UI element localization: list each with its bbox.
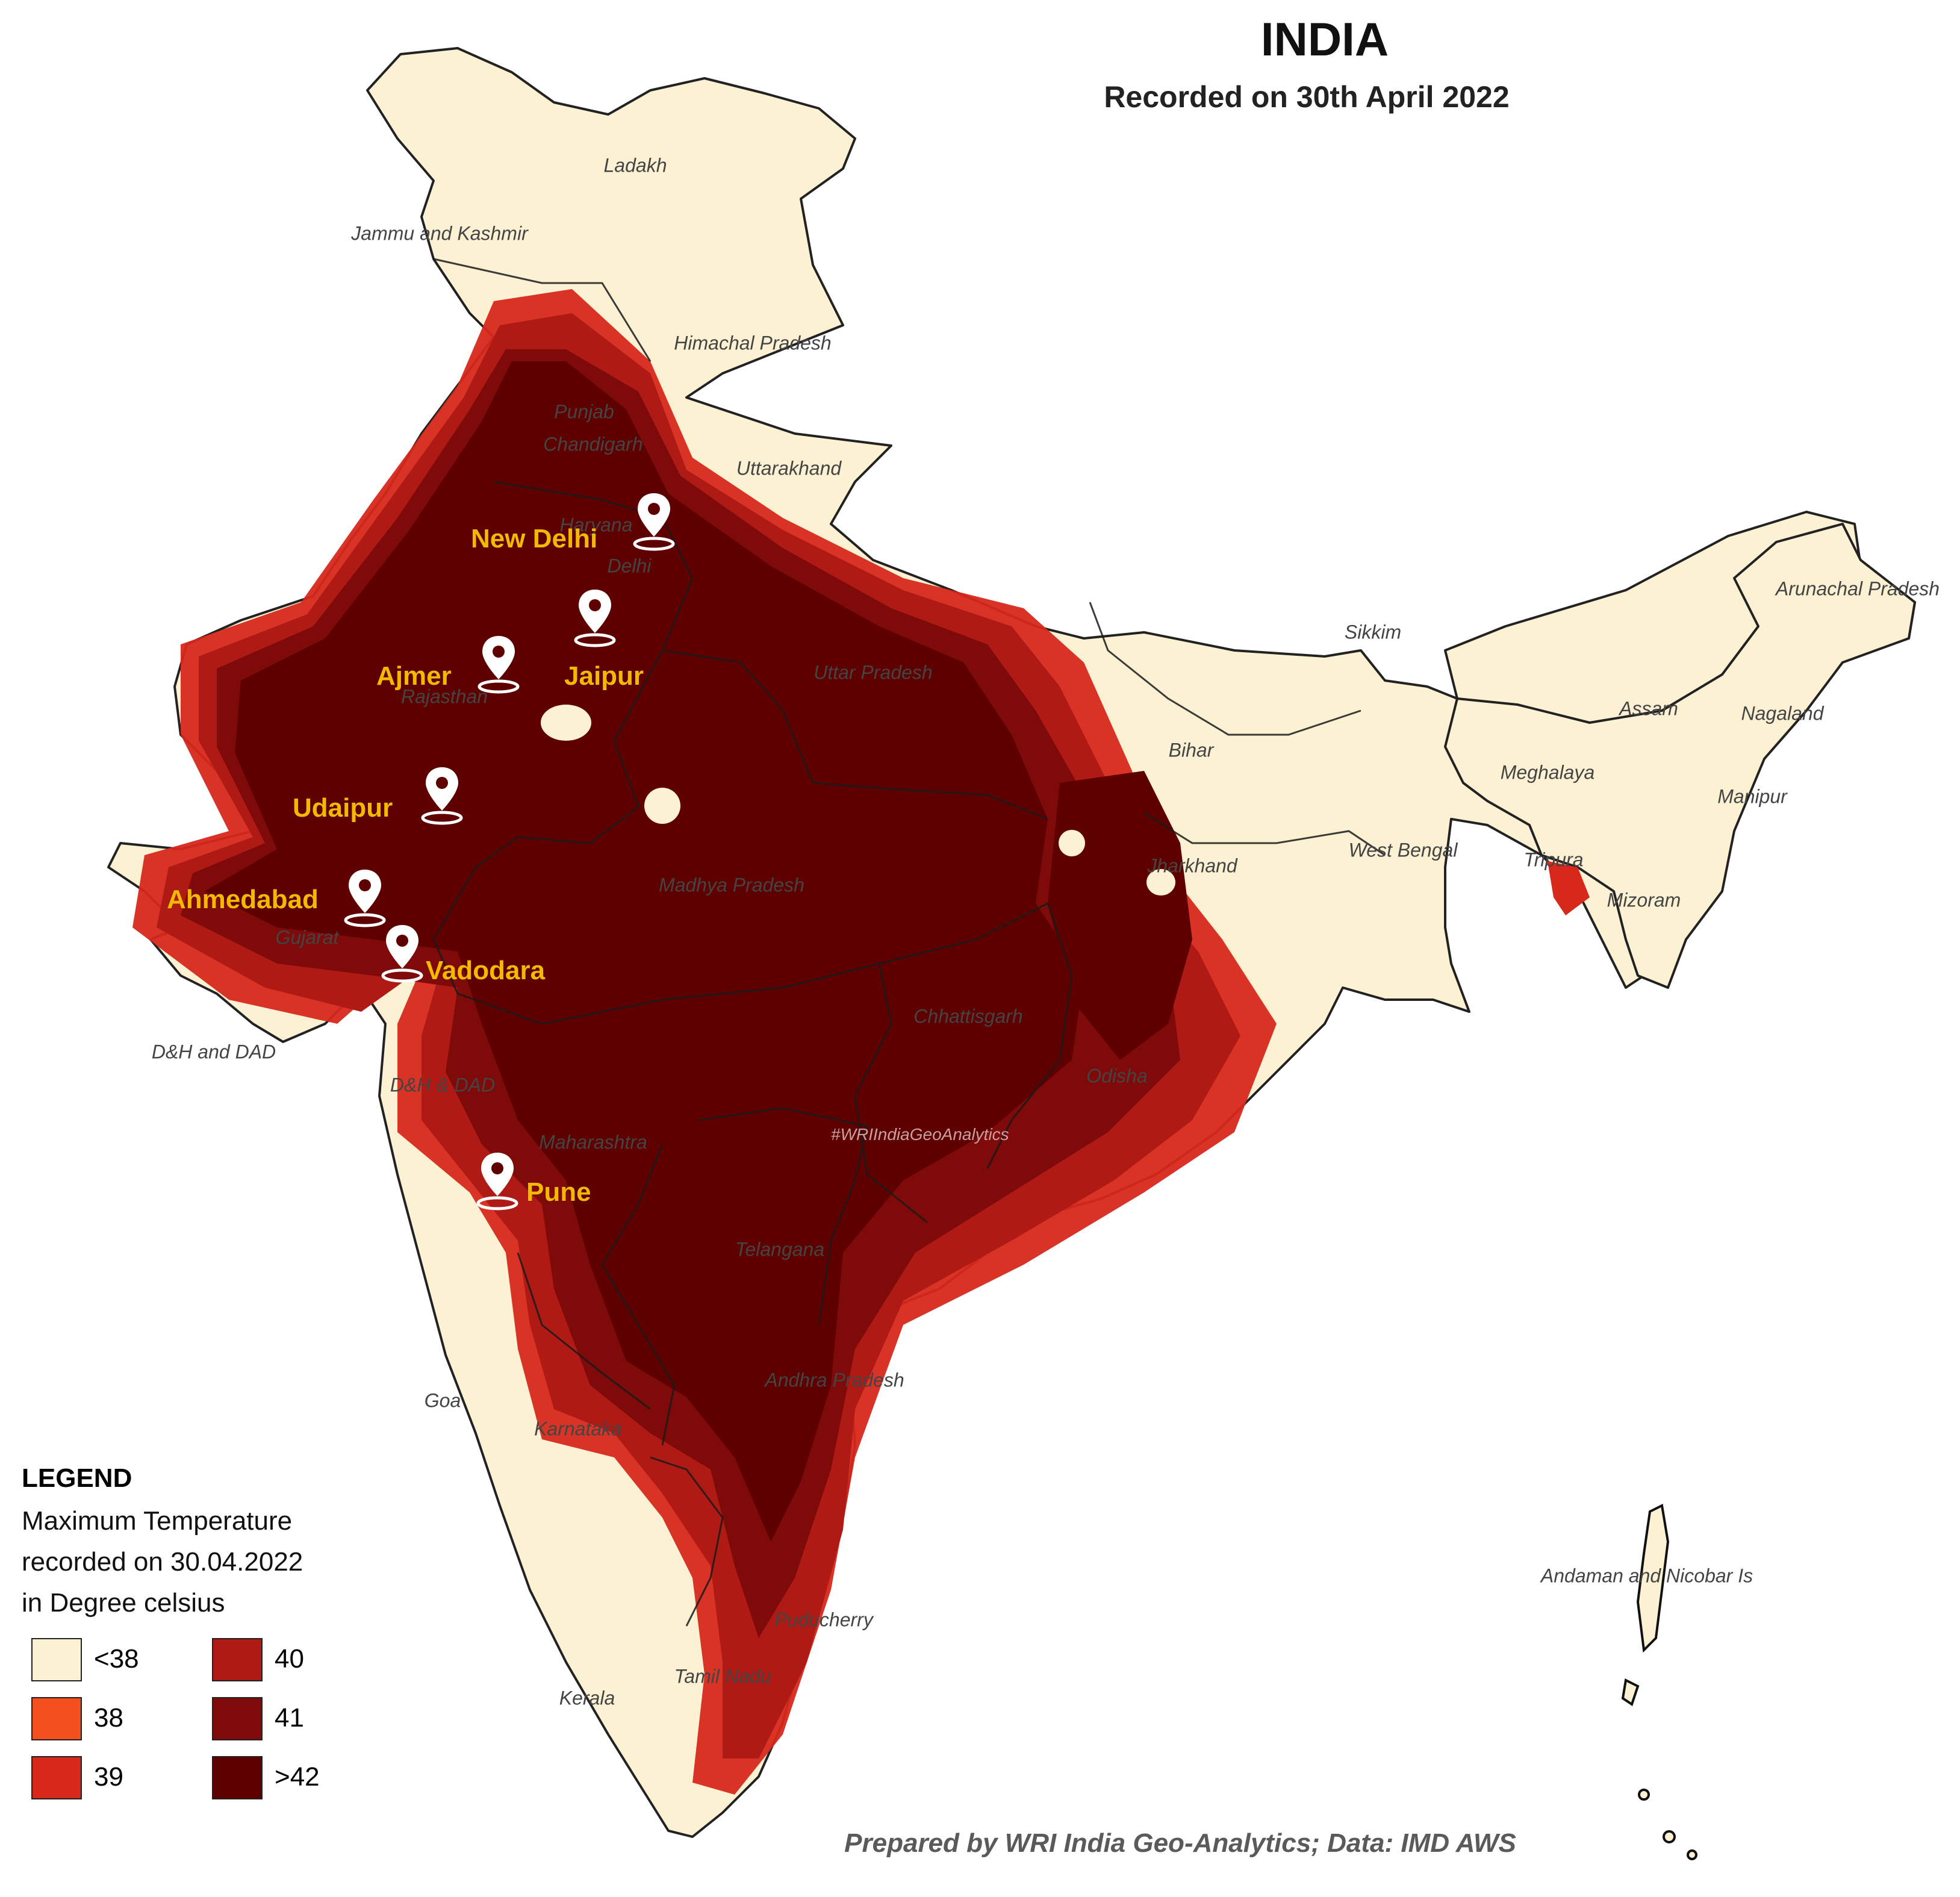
andaman-island-south [1621, 1678, 1640, 1707]
legend-desc-line-3: in Degree celsius [22, 1588, 225, 1618]
legend-desc-line-1: Maximum Temperature [22, 1506, 293, 1536]
location-pin-icon [381, 925, 423, 983]
state-label-odisha: Odisha [1086, 1065, 1148, 1087]
state-label-gujarat: Gujarat [275, 926, 339, 948]
legend-title: LEGEND [22, 1463, 132, 1493]
legend-swatch [212, 1756, 263, 1799]
state-label-himachal: Himachal Pradesh [674, 332, 832, 354]
map-subtitle: Recorded on 30th April 2022 [1104, 80, 1510, 114]
state-label-ladakh: Ladakh [603, 154, 667, 176]
map-title: INDIA [1260, 13, 1389, 66]
andaman-nicobar-islands [1621, 1504, 1697, 1860]
state-label-jharkhand: Jharkhand [1147, 855, 1237, 877]
legend-swatch [31, 1638, 82, 1681]
state-label-madhya-pradesh: Madhya Pradesh [659, 874, 804, 896]
cool-pockets [541, 705, 1175, 896]
state-label-sikkim: Sikkim [1344, 621, 1402, 643]
city-label-new-delhi: New Delhi [471, 524, 598, 553]
state-label-meghalaya: Meghalaya [1500, 761, 1595, 783]
state-label-dh-dad-1: D&H and DAD [151, 1041, 276, 1063]
border-line-7 [698, 1107, 868, 1325]
state-label-uttar-pradesh: Uttar Pradesh [814, 661, 933, 684]
state-label-arunachal: Arunachal Pradesh [1775, 578, 1940, 600]
andaman-island-main [1636, 1504, 1670, 1653]
northeast-outline [1444, 523, 1916, 989]
state-label-delhi: Delhi [607, 555, 652, 577]
state-label-maharashtra: Maharashtra [539, 1131, 647, 1153]
state-label-tripura: Tripura [1523, 849, 1584, 871]
state-label-dh-dad-2: D&H & DAD [390, 1074, 496, 1096]
state-label-puducherry: Puducherry [774, 1609, 873, 1631]
location-pin-icon [633, 493, 675, 551]
legend-label: >42 [275, 1762, 320, 1792]
state-label-assam: Assam [1619, 697, 1678, 720]
cool-pocket-4 [1059, 830, 1085, 856]
border-line-5 [854, 963, 928, 1224]
state-label-west-bengal: West Bengal [1348, 839, 1458, 861]
state-label-chhattisgarh: Chhattisgarh [913, 1005, 1023, 1027]
city-label-jaipur: Jaipur [564, 661, 644, 691]
state-label-punjab: Punjab [554, 400, 614, 423]
state-label-nagaland: Nagaland [1741, 702, 1824, 724]
credit-line: Prepared by WRI India Geo-Analytics; Dat… [844, 1828, 1516, 1858]
border-line-3 [662, 649, 1048, 820]
state-label-tamil-nadu: Tamil Nadu [674, 1665, 771, 1687]
location-pin-icon [478, 636, 520, 694]
nicobar-island-1 [1638, 1789, 1650, 1801]
border-line-9 [517, 1252, 651, 1410]
state-label-uttarakhand: Uttarakhand [736, 457, 842, 479]
city-label-ajmer: Ajmer [376, 661, 452, 691]
state-label-chandigarh: Chandigarh [543, 433, 643, 455]
legend-swatch [31, 1697, 82, 1740]
state-label-rajasthan: Rajasthan [400, 685, 488, 708]
legend-label: 40 [275, 1644, 304, 1674]
legend-description: Maximum Temperature recorded on 30.04.20… [22, 1501, 383, 1624]
legend-swatch [212, 1638, 263, 1681]
legend-label: 39 [94, 1762, 123, 1792]
border-line-6 [986, 903, 1073, 1169]
nicobar-island-3 [1687, 1849, 1697, 1860]
state-label-goa: Goa [424, 1389, 461, 1412]
nicobar-island-2 [1663, 1830, 1676, 1843]
border-line-11 [650, 1456, 724, 1627]
state-label-mizoram: Mizoram [1607, 889, 1681, 911]
border-line-12 [1089, 602, 1361, 736]
city-label-ahmedabad: Ahmedabad [167, 885, 319, 914]
state-label-telangana: Telangana [735, 1238, 825, 1260]
legend-swatch [31, 1756, 82, 1799]
state-label-bihar: Bihar [1168, 739, 1214, 761]
cool-pocket-2 [644, 788, 680, 824]
border-line-8 [601, 1144, 676, 1446]
state-label-haryana: Haryana [559, 514, 633, 536]
location-pin-icon [574, 590, 616, 647]
state-label-karnataka: Karnataka [534, 1418, 622, 1440]
city-label-udaipur: Udaipur [293, 793, 393, 823]
tripura-heat [1548, 861, 1590, 915]
legend-swatch [212, 1697, 263, 1740]
heat-zone-42-a [205, 361, 1084, 1542]
state-label-jammu-kashmir: Jammu and Kashmir [351, 222, 528, 245]
border-line-10 [1143, 812, 1386, 856]
state-label-manipur: Manipur [1717, 785, 1787, 808]
legend: LEGEND Maximum Temperature recorded on 3… [22, 1463, 383, 1624]
legend-label: <38 [94, 1644, 139, 1674]
location-pin-icon [476, 1153, 518, 1210]
city-label-pune: Pune [526, 1177, 591, 1207]
state-label-kerala: Kerala [559, 1687, 615, 1709]
border-line-1 [433, 258, 652, 362]
legend-label: 38 [94, 1703, 123, 1733]
cool-pocket-3 [1146, 869, 1175, 896]
state-label-andhra: Andhra Pradesh [765, 1369, 904, 1391]
location-pin-icon [344, 870, 386, 927]
cool-pocket-1 [541, 705, 591, 741]
legend-label: 41 [275, 1703, 304, 1733]
city-label-vadodara: Vadodara [426, 956, 546, 985]
legend-desc-line-2: recorded on 30.04.2022 [22, 1547, 303, 1577]
border-line-4 [432, 902, 1048, 1025]
location-pin-icon [421, 767, 463, 825]
hashtag-watermark: #WRIIndiaGeoAnalytics [831, 1125, 1009, 1144]
state-label-andaman: Andaman and Nicobar Is [1540, 1565, 1753, 1587]
